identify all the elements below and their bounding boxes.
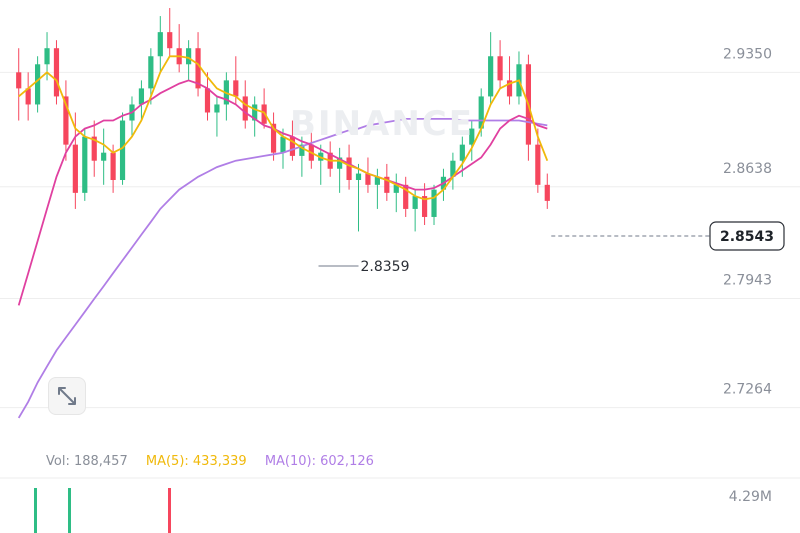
candle-body: [544, 184, 550, 201]
candle-body: [91, 136, 97, 161]
volume-info-bar: Vol: 188,457 MA(5): 433,339 MA(10): 602,…: [46, 454, 388, 469]
candle-body: [355, 173, 362, 180]
candle-body: [412, 196, 418, 209]
volume-bar: [68, 488, 71, 533]
candle-body: [119, 120, 126, 180]
candle-body: [299, 144, 305, 156]
ma-yellow-line: [18, 55, 549, 201]
ma-pink-line: [17, 79, 548, 306]
candle-body: [535, 144, 541, 185]
volume-bar: [168, 488, 171, 533]
candle-body: [16, 72, 22, 89]
candle-body: [44, 48, 50, 65]
price-axis-label: 2.9350: [723, 46, 772, 62]
candle-body: [53, 48, 60, 97]
candle-body: [186, 48, 192, 65]
candle-body: [101, 152, 107, 161]
candle-body: [35, 64, 41, 105]
candle-body: [431, 189, 437, 217]
volume-ma10: MA(10): 602,126: [264, 454, 374, 469]
candle-body: [289, 136, 296, 156]
price-axis-label: 2.7943: [723, 272, 772, 288]
current-price-tag: [709, 221, 785, 251]
expand-button[interactable]: [48, 377, 86, 415]
candle-body: [403, 184, 409, 209]
candle-body: [195, 48, 201, 89]
candle-body: [25, 88, 31, 105]
volume-axis-label: 4.29M: [729, 489, 772, 505]
candle-body: [204, 88, 211, 113]
candle-body: [421, 196, 428, 217]
candle-body: [252, 104, 258, 121]
candle-body: [459, 144, 465, 161]
candle-body: [138, 88, 145, 105]
candle-body: [72, 144, 78, 193]
candle-body: [450, 160, 456, 177]
price-axis-label: 2.8638: [723, 161, 772, 177]
candle-body: [63, 96, 69, 145]
ma-purple-line: [17, 118, 548, 419]
candle-body: [157, 32, 163, 57]
watermark: BINANCE: [290, 104, 474, 144]
current-price-label: 2.8543: [720, 229, 774, 245]
expand-arrows-icon: [58, 387, 76, 405]
volume-bar: [34, 488, 37, 533]
candle-body: [214, 104, 220, 113]
candle-body: [374, 176, 380, 185]
candle-body: [346, 157, 352, 180]
candle-body: [497, 56, 503, 81]
candle-body: [469, 128, 475, 145]
candle-body: [242, 96, 248, 121]
price-axis-label: 2.7264: [723, 382, 772, 398]
candle-body: [393, 184, 399, 193]
candle-body: [167, 32, 173, 49]
candle-body: [82, 136, 88, 193]
low-price-label: 2.8359: [361, 259, 410, 275]
candle-body: [506, 80, 513, 97]
candle-body: [488, 56, 494, 97]
candle-body: [280, 136, 286, 153]
candle-body: [384, 176, 390, 193]
candle-body: [148, 56, 154, 89]
candle-body: [270, 123, 277, 153]
volume-value: Vol: 188,457: [46, 454, 128, 469]
candle-body: [478, 96, 484, 129]
candle-body: [233, 80, 239, 97]
candle-body: [365, 173, 371, 185]
volume-ma5: MA(5): 433,339: [145, 454, 247, 469]
candle-body: [337, 157, 343, 169]
candle-body: [110, 152, 116, 180]
